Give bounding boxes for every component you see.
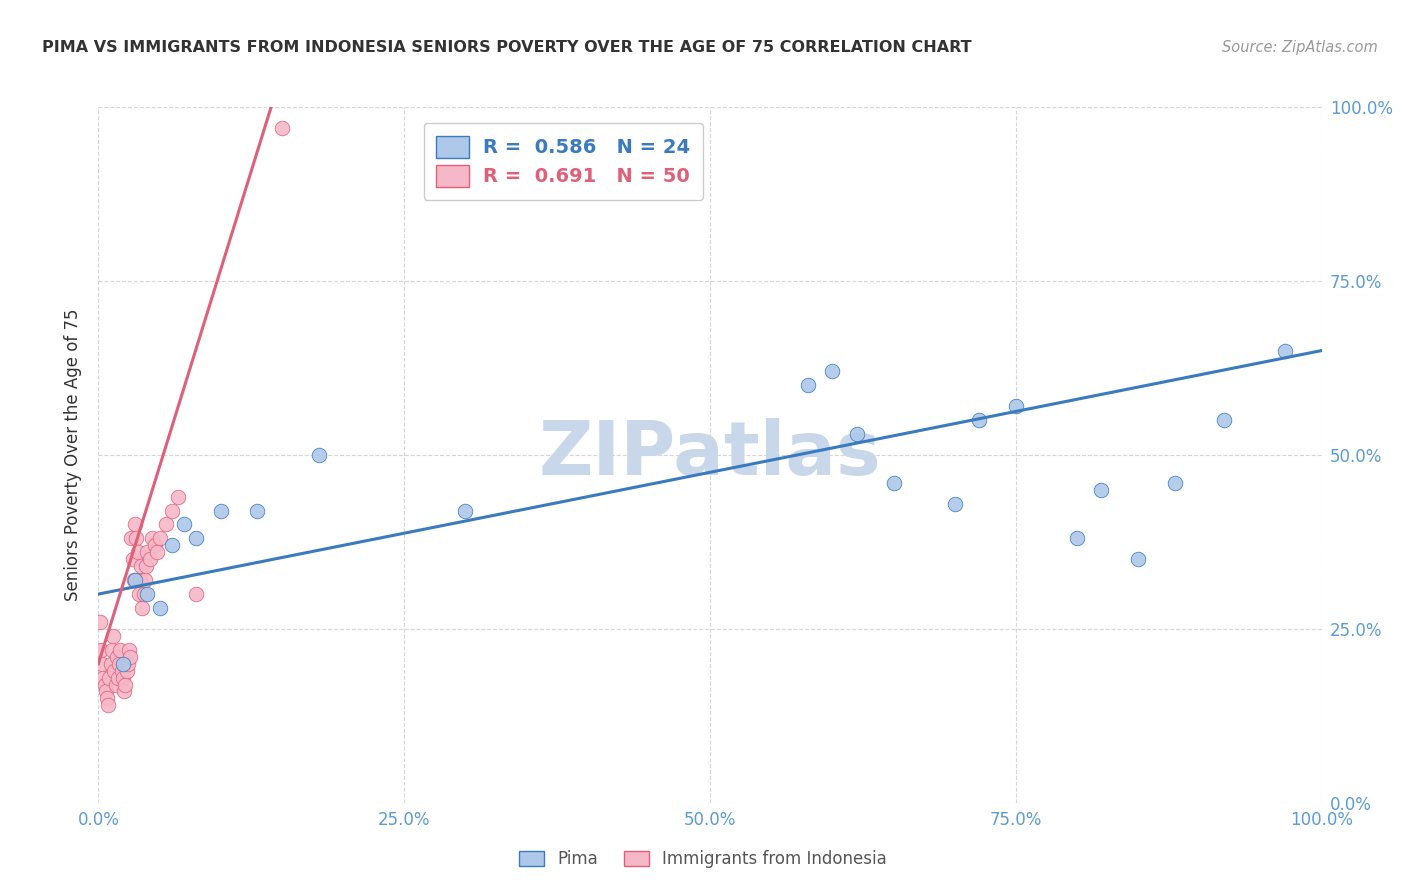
Point: [101, 642, 124, 657]
Point: [124, 517, 146, 532]
Point: [111, 664, 134, 678]
Point: [97, 698, 120, 713]
Point: [131, 601, 153, 615]
Point: [120, 649, 142, 664]
Text: ZIPatlas: ZIPatlas: [538, 418, 882, 491]
Point: [160, 503, 183, 517]
Point: [108, 657, 131, 671]
Point: [167, 490, 190, 504]
Point: [124, 573, 146, 587]
Text: PIMA VS IMMIGRANTS FROM INDONESIA SENIORS POVERTY OVER THE AGE OF 75 CORRELATION: PIMA VS IMMIGRANTS FROM INDONESIA SENIOR…: [42, 40, 972, 55]
Point: [943, 497, 966, 511]
Point: [155, 517, 177, 532]
Point: [186, 532, 208, 546]
Point: [91, 657, 114, 671]
Point: [1274, 343, 1296, 358]
Point: [115, 664, 138, 678]
Legend: Pima, Immigrants from Indonesia: Pima, Immigrants from Indonesia: [513, 844, 893, 875]
Point: [103, 664, 125, 678]
Point: [1128, 552, 1150, 566]
Point: [111, 657, 134, 671]
Point: [101, 629, 124, 643]
Point: [134, 573, 156, 587]
Point: [845, 427, 868, 442]
Point: [91, 671, 114, 685]
Point: [96, 691, 118, 706]
Point: [127, 545, 149, 559]
Point: [143, 538, 166, 552]
Point: [110, 642, 132, 657]
Point: [129, 573, 152, 587]
Point: [104, 677, 127, 691]
Point: [129, 559, 152, 574]
Point: [136, 587, 159, 601]
Point: [1212, 413, 1234, 427]
Point: [1004, 399, 1026, 413]
Point: [797, 378, 820, 392]
Point: [139, 552, 162, 566]
Y-axis label: Seniors Poverty Over the Age of 75: Seniors Poverty Over the Age of 75: [65, 309, 83, 601]
Point: [160, 538, 183, 552]
Point: [270, 120, 294, 135]
Point: [136, 545, 159, 559]
Point: [118, 642, 141, 657]
Point: [149, 532, 172, 546]
Point: [125, 532, 148, 546]
Point: [1066, 532, 1088, 546]
Point: [98, 671, 121, 685]
Point: [128, 587, 150, 601]
Point: [120, 532, 142, 546]
Point: [186, 587, 208, 601]
Point: [107, 671, 129, 685]
Point: [209, 503, 232, 517]
Point: [149, 601, 172, 615]
Point: [89, 615, 111, 629]
Point: [132, 587, 155, 601]
Point: [90, 642, 112, 657]
Text: Source: ZipAtlas.com: Source: ZipAtlas.com: [1222, 40, 1378, 55]
Point: [121, 552, 143, 566]
Point: [111, 671, 134, 685]
Point: [114, 677, 136, 691]
Legend: R =  0.586   N = 24, R =  0.691   N = 50: R = 0.586 N = 24, R = 0.691 N = 50: [423, 123, 703, 200]
Point: [308, 448, 330, 462]
Point: [246, 503, 269, 517]
Point: [1164, 475, 1187, 490]
Point: [173, 517, 195, 532]
Point: [135, 559, 157, 574]
Point: [93, 677, 115, 691]
Point: [122, 573, 145, 587]
Point: [146, 545, 169, 559]
Point: [112, 684, 135, 698]
Point: [454, 503, 477, 517]
Point: [141, 532, 163, 546]
Point: [94, 684, 117, 698]
Point: [117, 657, 139, 671]
Point: [883, 475, 905, 490]
Point: [967, 413, 990, 427]
Point: [1090, 483, 1112, 497]
Point: [821, 364, 844, 378]
Point: [105, 649, 128, 664]
Point: [100, 657, 122, 671]
